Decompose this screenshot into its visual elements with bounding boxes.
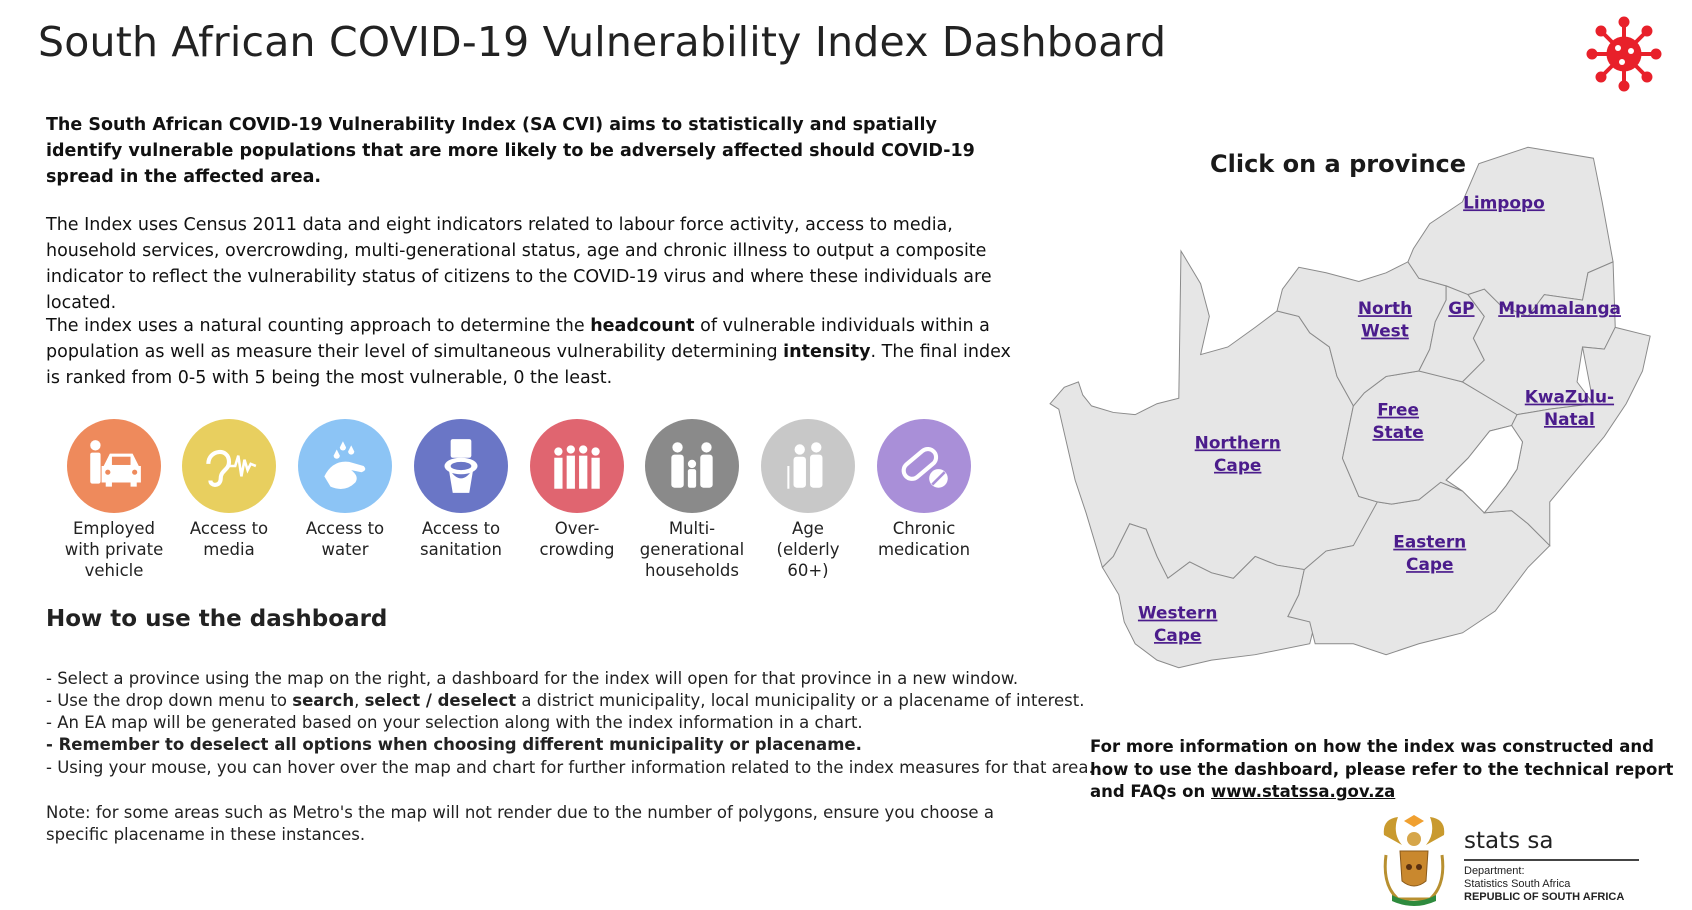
indicator-label: Multi-generational households <box>639 519 745 580</box>
indicator-label: Access to sanitation <box>420 519 502 559</box>
text: of vulnerable individuals within a popul… <box>46 316 990 362</box>
logo-dept-name: Statistics South Africa <box>1464 878 1571 890</box>
link-northern-cape[interactable]: Northern Cape <box>1195 432 1281 474</box>
howto-step: - Using your mouse, you can hover over t… <box>46 758 1094 777</box>
indicator-label: Age (elderly 60+) <box>776 519 840 580</box>
stats-sa-name: stats sa <box>1464 828 1554 854</box>
page-title: South African COVID-19 Vulnerability Ind… <box>38 18 1167 66</box>
lesotho-gap <box>1445 424 1524 514</box>
indicator-label: Employed with private vehicle <box>64 519 164 580</box>
text: , <box>354 691 365 710</box>
map-heading: Click on a province <box>1210 150 1467 178</box>
howto-step: - An EA map will be generated based on y… <box>46 713 863 732</box>
crowd-icon <box>530 419 624 513</box>
howto-step: - Select a province using the map on the… <box>46 669 1019 688</box>
hand-washing-icon <box>298 419 392 513</box>
text: The index uses a natural counting approa… <box>46 316 591 336</box>
howto-heading: How to use the dashboard <box>46 606 388 632</box>
link-north-west[interactable]: North West <box>1358 298 1412 340</box>
virus-icon <box>1586 16 1662 92</box>
text: a district municipality, local municipal… <box>516 691 1085 710</box>
link-western-cape[interactable]: Western Cape <box>1138 603 1218 645</box>
pill-icon <box>877 419 971 513</box>
elderly-couple-icon <box>761 419 855 513</box>
link-free-state[interactable]: Free State <box>1373 400 1424 442</box>
ear-sound-icon <box>182 419 276 513</box>
text: For more information on how the index wa… <box>1090 737 1674 801</box>
intro-paragraph: The Index uses Census 2011 data and eigh… <box>46 215 992 313</box>
index-method-paragraph: The index uses a natural counting approa… <box>46 313 1026 391</box>
link-kwazulu-natal[interactable]: KwaZulu-Natal <box>1525 387 1614 429</box>
more-info-text: For more information on how the index wa… <box>1090 736 1680 804</box>
intro-lead: The South African COVID-19 Vulnerability… <box>46 115 975 187</box>
indicator-label: Access to water <box>305 519 385 559</box>
howto-warning: - Remember to deselect all options when … <box>46 735 862 754</box>
text: select / deselect <box>364 691 517 710</box>
family-icon <box>645 419 739 513</box>
link-eastern-cape[interactable]: Eastern Cape <box>1393 532 1466 574</box>
link-gauteng[interactable]: GP <box>1448 298 1474 318</box>
link-mpumalanga[interactable]: Mpumalanga <box>1498 298 1621 318</box>
statssa-link[interactable]: www.statssa.gov.za <box>1211 782 1396 801</box>
logo-divider <box>1464 859 1639 861</box>
render-note: Note: for some areas such as Metro's the… <box>46 803 994 844</box>
link-limpopo[interactable]: Limpopo <box>1463 192 1545 212</box>
indicator-label: Chronic medication <box>877 519 971 559</box>
headcount-term: headcount <box>590 316 695 336</box>
howto-step: - Use the drop down menu to search, sele… <box>46 690 1085 712</box>
logo-republic: REPUBLIC OF SOUTH AFRICA <box>1464 891 1625 903</box>
text: - Use the drop down menu to <box>46 691 293 710</box>
car-person-icon <box>67 419 161 513</box>
logo-dept-label: Department: <box>1464 865 1525 877</box>
intensity-term: intensity <box>783 342 871 362</box>
indicator-label: Over-crowding <box>539 519 615 559</box>
text: search <box>292 691 355 710</box>
toilet-icon <box>414 419 508 513</box>
text: . The final index is ranked from 0-5 wit… <box>46 342 1011 388</box>
indicator-label: Access to media <box>189 519 269 559</box>
coat-of-arms-logo <box>1383 815 1445 906</box>
